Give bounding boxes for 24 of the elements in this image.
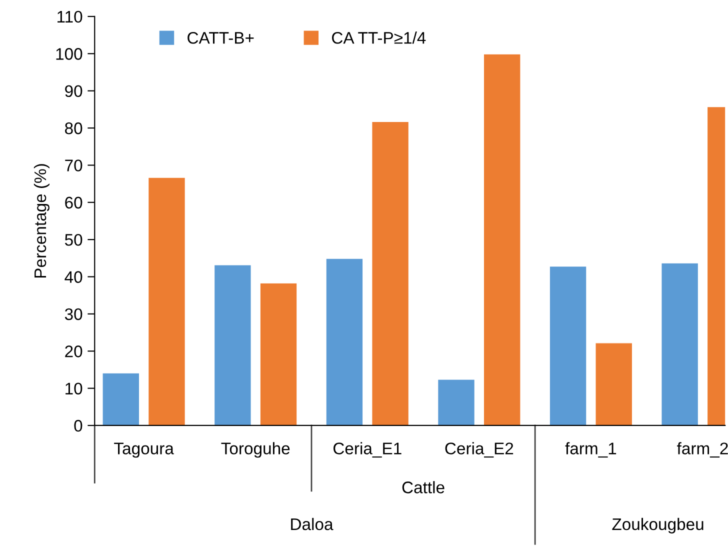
text: Cattle (402, 481, 444, 494)
y-tick-label: 30 (64, 308, 82, 320)
x-tick-label: Tagoura (114, 442, 174, 458)
text: Daloa (291, 518, 334, 530)
x-tick-label: Ceria_E2 (445, 442, 514, 458)
y-tick-label: 50 (64, 234, 82, 246)
y-tick-label: 0 (74, 420, 82, 432)
y-axis-title: Percentage (%) (34, 164, 50, 278)
y-tick-label: 100 (56, 48, 82, 60)
y-tick-label: 10 (66, 382, 82, 394)
legend-label: CA TT-P≥1/4 (332, 32, 426, 44)
y-tick-label: 20 (65, 346, 82, 358)
y-tick-label: 80 (65, 122, 82, 134)
x-tick-label: Toroguhe (221, 442, 290, 458)
y-tick-label: 110 (58, 10, 82, 23)
x-tick-label: farm_1 (565, 442, 616, 458)
x-tick-label: farm_2 (677, 442, 728, 458)
y-tick-label: 70 (65, 160, 82, 172)
y-tick-label: 60 (65, 196, 82, 209)
y-tick-label: 90 (65, 85, 82, 98)
text: Zoukougbeu (612, 518, 704, 534)
legend-label: CATT-B+ (188, 32, 254, 44)
y-tick-label: 40 (64, 271, 82, 283)
x-tick-label: Ceria_E1 (333, 442, 402, 458)
